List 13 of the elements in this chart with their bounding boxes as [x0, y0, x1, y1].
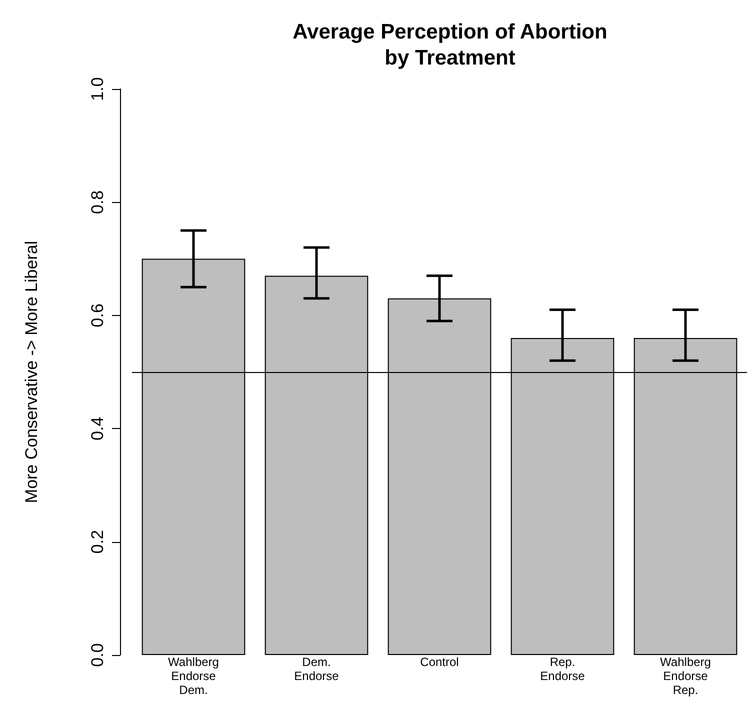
x-tick-label: Control [420, 655, 459, 669]
x-tick-label: Wahlberg Endorse Rep. [660, 655, 711, 697]
y-tick-label: 0.0 [88, 643, 107, 667]
x-tick-label: Wahlberg Endorse Dem. [168, 655, 219, 697]
y-tick-label: 1.0 [88, 77, 107, 101]
y-tick-label: 0.2 [88, 530, 107, 554]
chart-title: Average Perception of Abortion by Treatment [292, 20, 608, 70]
y-tick-label: 0.8 [88, 190, 107, 214]
x-tick-label: Dem. Endorse [294, 655, 340, 683]
y-axis-title: More Conservative -> More Liberal [22, 240, 41, 504]
y-tick-label: 0.4 [88, 416, 107, 440]
x-tick-label: Rep. Endorse [540, 655, 586, 683]
y-tick-label: 0.6 [88, 304, 107, 328]
